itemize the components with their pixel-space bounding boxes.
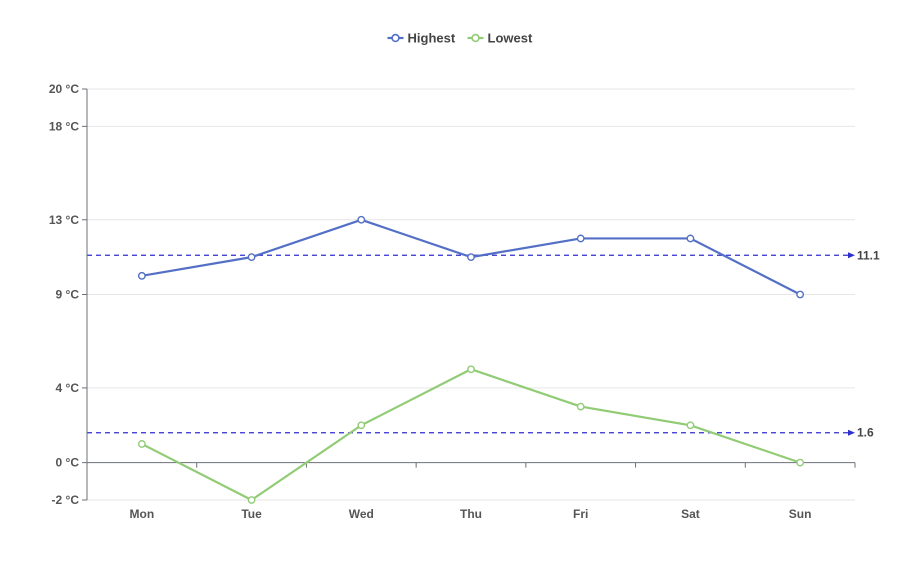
y-tick-label: 4 °C [56, 381, 80, 395]
data-point[interactable] [467, 365, 475, 374]
data-point[interactable] [796, 458, 805, 467]
x-tick-label: Fri [573, 507, 588, 521]
series-lines [137, 215, 805, 504]
legend[interactable]: Highest Lowest [387, 31, 533, 46]
x-tick-label: Thu [460, 507, 482, 521]
y-tick-label: -2 °C [52, 493, 80, 507]
data-point[interactable] [247, 253, 256, 262]
legend-marker-icon [471, 33, 480, 43]
legend-item-lowest[interactable]: Lowest [467, 31, 533, 46]
y-tick-label: 9 °C [56, 288, 80, 302]
x-tick-label: Tue [241, 507, 262, 521]
x-tick-label: Mon [130, 507, 155, 521]
data-point[interactable] [247, 496, 256, 504]
y-tick-label: 13 °C [49, 213, 79, 227]
y-tick-label: 0 °C [56, 456, 80, 470]
x-tick-label: Sun [789, 507, 812, 521]
data-point[interactable] [576, 234, 585, 243]
y-tick-label: 18 °C [49, 119, 79, 133]
mark-line-label: 11.1 [857, 248, 880, 262]
data-point[interactable] [467, 253, 475, 262]
data-point[interactable] [686, 421, 695, 430]
data-point[interactable] [576, 402, 585, 411]
data-point[interactable] [137, 440, 146, 448]
mark-line-arrow [848, 252, 855, 259]
mark-line-label: 1.6 [857, 426, 874, 440]
mark-lines: 11.1 1.6 [87, 248, 880, 440]
data-point[interactable] [137, 271, 146, 280]
data-point[interactable] [686, 234, 695, 243]
data-point[interactable] [796, 290, 805, 299]
grid-lines [87, 88, 855, 501]
legend-label: Lowest [488, 31, 533, 46]
x-tick-label: Wed [349, 507, 374, 521]
data-point[interactable] [357, 215, 366, 224]
data-point[interactable] [357, 421, 366, 430]
legend-item-highest[interactable]: Highest [387, 31, 456, 46]
legend-label: Highest [408, 31, 456, 46]
legend-marker-icon [391, 33, 400, 43]
y-tick-label: 20 °C [49, 82, 79, 96]
axes: -2 °C 0 °C 4 °C 9 °C 13 °C 18 °C 20 °C Mon Tue We… [49, 82, 856, 521]
x-tick-label: Sat [681, 507, 700, 521]
series-line-lowest [141, 368, 801, 502]
mark-line-arrow [848, 429, 855, 436]
